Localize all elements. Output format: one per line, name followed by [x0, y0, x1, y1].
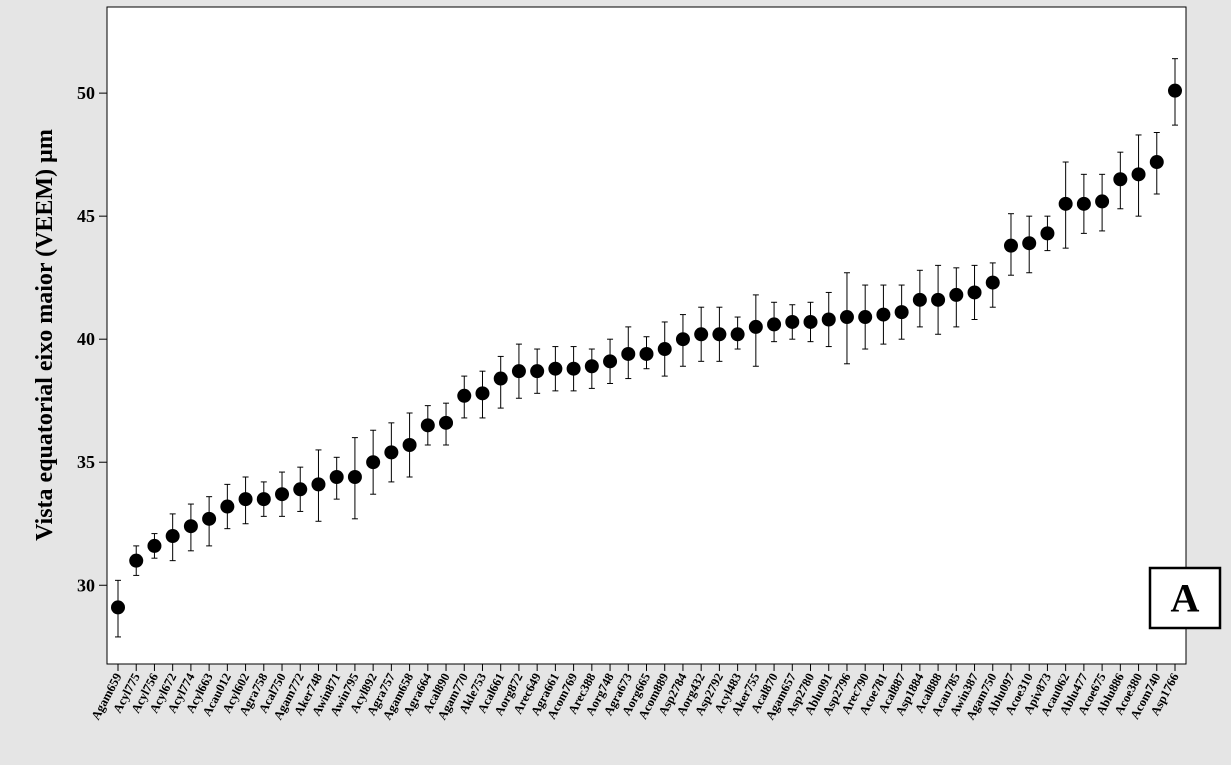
mean-point	[584, 359, 599, 374]
mean-point	[675, 332, 690, 347]
mean-point	[220, 499, 235, 514]
mean-point	[967, 285, 982, 300]
mean-point	[275, 487, 290, 502]
mean-point	[839, 310, 854, 325]
mean-point	[202, 511, 217, 526]
mean-point	[985, 275, 1000, 290]
mean-point	[1131, 167, 1146, 182]
mean-point	[621, 346, 636, 361]
mean-point	[785, 314, 800, 329]
mean-point	[712, 327, 727, 342]
y-axis: 30 35 40 45 50	[77, 83, 107, 595]
mean-point	[402, 438, 417, 452]
mean-point	[548, 361, 563, 376]
mean-point	[1003, 238, 1018, 253]
mean-point	[366, 455, 381, 470]
mean-point	[912, 292, 927, 307]
mean-point	[931, 292, 946, 307]
mean-point	[493, 371, 508, 386]
mean-point	[1040, 226, 1055, 241]
mean-point	[821, 312, 836, 327]
mean-point	[1149, 155, 1164, 170]
mean-point	[347, 469, 362, 484]
mean-point	[1022, 236, 1037, 251]
mean-point	[876, 307, 891, 322]
mean-point	[475, 386, 490, 401]
mean-point	[238, 492, 253, 507]
mean-point	[858, 310, 873, 325]
mean-point	[183, 519, 198, 534]
y-axis-label: Vista equatorial eixo maior (VEEM) µm	[32, 129, 58, 541]
mean-point	[111, 600, 125, 615]
mean-point	[1168, 83, 1182, 98]
mean-point	[639, 346, 654, 361]
mean-point	[730, 327, 745, 342]
mean-point	[420, 418, 435, 433]
mean-point	[748, 319, 763, 334]
y-tick-label: 45	[77, 206, 95, 226]
mean-point	[439, 415, 454, 430]
y-tick-label: 30	[77, 575, 95, 595]
mean-points	[111, 83, 1182, 615]
y-tick-label: 35	[77, 452, 95, 472]
mean-point	[384, 445, 399, 460]
mean-point	[803, 314, 818, 329]
mean-point	[1058, 196, 1073, 211]
y-tick-label: 40	[77, 329, 95, 349]
mean-point	[311, 477, 326, 492]
mean-point	[894, 305, 909, 320]
mean-point	[1095, 194, 1110, 209]
plot-area	[106, 6, 1187, 665]
mean-point	[566, 361, 581, 376]
mean-point	[147, 538, 162, 553]
mean-point	[1076, 196, 1091, 211]
mean-point	[603, 354, 618, 369]
mean-point	[165, 529, 180, 544]
mean-point	[256, 492, 271, 507]
panel-label: A	[1171, 576, 1200, 621]
mean-point	[129, 553, 144, 568]
panel-label-box	[1148, 566, 1222, 630]
mean-point	[767, 317, 782, 332]
mean-point	[457, 388, 472, 403]
mean-point	[511, 364, 526, 379]
mean-point	[1113, 172, 1128, 187]
mean-point	[329, 469, 344, 484]
mean-point	[694, 327, 709, 342]
mean-point	[530, 364, 545, 379]
y-tick-label: 50	[77, 83, 95, 103]
mean-point	[293, 482, 308, 497]
mean-point	[657, 342, 672, 357]
mean-point	[949, 287, 964, 302]
